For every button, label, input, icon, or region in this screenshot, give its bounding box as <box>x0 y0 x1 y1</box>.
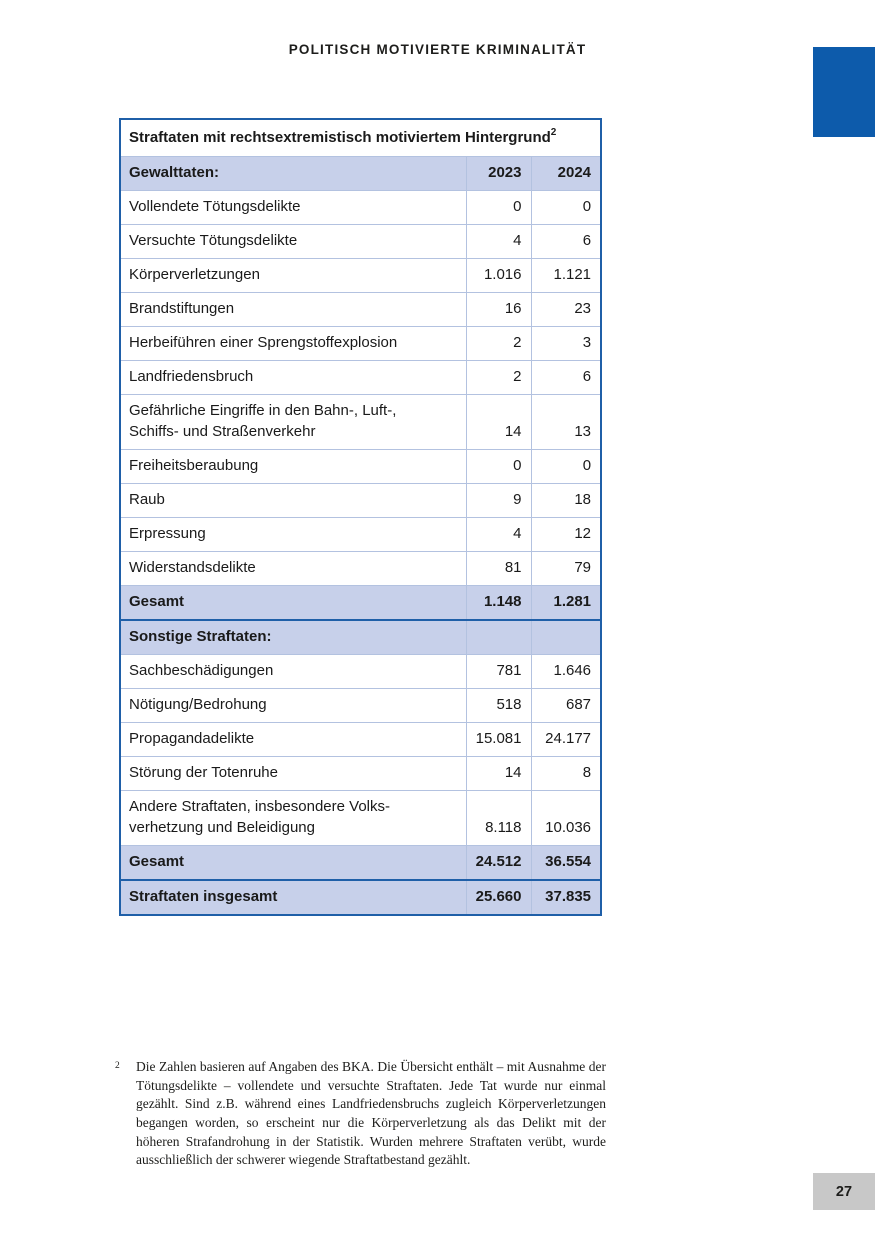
row-label: Landfriedensbruch <box>119 360 467 395</box>
value-2024: 23 <box>530 292 602 327</box>
table-row: Vollendete Tötungsdelikte 0 0 <box>119 190 602 225</box>
row-label: Nötigung/Bedrohung <box>119 688 467 723</box>
value-2023: 8.118 <box>465 790 532 846</box>
value-2024: 12 <box>530 517 602 552</box>
table-row: Gesamt 1.148 1.281 <box>119 585 602 621</box>
value-2023: 4 <box>465 224 532 259</box>
table-row: Widerstandsdelikte 81 79 <box>119 551 602 586</box>
table-row: Andere Straftaten, insbesondere Volks- v… <box>119 790 602 846</box>
column-header-category: Gewalttaten: <box>119 156 467 191</box>
row-label: Gesamt <box>119 585 467 621</box>
row-label: Raub <box>119 483 467 518</box>
table-row: Brandstiftungen 16 23 <box>119 292 602 327</box>
row-label: Propagandadelikte <box>119 722 467 757</box>
page-header: POLITISCH MOTIVIERTE KRIMINALITÄT <box>288 42 587 57</box>
footnote: 2 Die Zahlen basieren auf Angaben des BK… <box>115 1058 606 1170</box>
table-row: Körperverletzungen 1.016 1.121 <box>119 258 602 293</box>
row-label: Sachbeschädigungen <box>119 654 467 689</box>
row-label: Sonstige Straftaten: <box>119 619 467 655</box>
value-2023: 15.081 <box>465 722 532 757</box>
value-2024: 1.121 <box>530 258 602 293</box>
footnote-marker: 2 <box>115 1061 120 1071</box>
row-label: Gefährliche Eingriffe in den Bahn-, Luft… <box>119 394 467 450</box>
row-label: Straftaten insgesamt <box>119 879 467 916</box>
row-label: Störung der Totenruhe <box>119 756 467 791</box>
value-2024: 1.281 <box>530 585 602 621</box>
table-row: Gesamt 24.512 36.554 <box>119 845 602 881</box>
value-2023: 81 <box>465 551 532 586</box>
value-2024: 6 <box>530 360 602 395</box>
value-2024: 8 <box>530 756 602 791</box>
value-2023: 24.512 <box>465 845 532 881</box>
corner-accent-bar <box>813 47 875 137</box>
row-label: Gesamt <box>119 845 467 881</box>
value-2023: 1.016 <box>465 258 532 293</box>
value-2023: 16 <box>465 292 532 327</box>
table-title-text: Straftaten mit rechtsextremistisch motiv… <box>129 129 551 146</box>
table-row: Propagandadelikte 15.081 24.177 <box>119 722 602 757</box>
table-row: Nötigung/Bedrohung 518 687 <box>119 688 602 723</box>
row-label: Andere Straftaten, insbesondere Volks- v… <box>119 790 467 846</box>
page-number-box: 27 <box>813 1173 875 1210</box>
row-label: Versuchte Tötungsdelikte <box>119 224 467 259</box>
value-2023: 0 <box>465 449 532 484</box>
row-label: Vollendete Tötungsdelikte <box>119 190 467 225</box>
table-row: Versuchte Tötungsdelikte 4 6 <box>119 224 602 259</box>
value-2023: 14 <box>465 394 532 450</box>
value-2024: 1.646 <box>530 654 602 689</box>
value-2023 <box>465 619 532 655</box>
value-2024 <box>530 619 602 655</box>
footnote-text: Die Zahlen basieren auf Angaben des BKA.… <box>136 1059 606 1168</box>
table-row: Störung der Totenruhe 14 8 <box>119 756 602 791</box>
row-label: Brandstiftungen <box>119 292 467 327</box>
table-body: Vollendete Tötungsdelikte 0 0 Versuchte Töt… <box>119 190 602 916</box>
value-2023: 2 <box>465 326 532 361</box>
value-2024: 24.177 <box>530 722 602 757</box>
value-2023: 4 <box>465 517 532 552</box>
table-title: Straftaten mit rechtsextremistisch motiv… <box>119 118 602 157</box>
table-row: Straftaten insgesamt 25.660 37.835 <box>119 879 602 916</box>
value-2023: 781 <box>465 654 532 689</box>
column-header-2023: 2023 <box>465 156 532 191</box>
value-2023: 2 <box>465 360 532 395</box>
value-2024: 6 <box>530 224 602 259</box>
table-title-row: Straftaten mit rechtsextremistisch motiv… <box>119 118 602 157</box>
row-label: Freiheitsberaubung <box>119 449 467 484</box>
table-row: Sachbeschädigungen 781 1.646 <box>119 654 602 689</box>
value-2024: 10.036 <box>530 790 602 846</box>
value-2024: 0 <box>530 190 602 225</box>
table-row: Gefährliche Eingriffe in den Bahn-, Luft… <box>119 394 602 450</box>
table-column-header-row: Gewalttaten: 2023 2024 <box>119 156 602 191</box>
table-row: Erpressung 4 12 <box>119 517 602 552</box>
value-2023: 9 <box>465 483 532 518</box>
footnote-marker-superscript: 2 <box>550 127 557 138</box>
page-number: 27 <box>835 1183 853 1200</box>
value-2024: 18 <box>530 483 602 518</box>
value-2024: 37.835 <box>530 879 602 916</box>
value-2024: 3 <box>530 326 602 361</box>
crime-statistics-table: Straftaten mit rechtsextremistisch motiv… <box>119 118 603 916</box>
row-label: Erpressung <box>119 517 467 552</box>
value-2024: 36.554 <box>530 845 602 881</box>
value-2023: 0 <box>465 190 532 225</box>
row-label: Körperverletzungen <box>119 258 467 293</box>
value-2023: 14 <box>465 756 532 791</box>
value-2023: 518 <box>465 688 532 723</box>
value-2024: 13 <box>530 394 602 450</box>
value-2024: 0 <box>530 449 602 484</box>
table-row: Sonstige Straftaten: <box>119 619 602 655</box>
table-row: Landfriedensbruch 2 6 <box>119 360 602 395</box>
row-label: Widerstandsdelikte <box>119 551 467 586</box>
value-2023: 1.148 <box>465 585 532 621</box>
column-header-2024: 2024 <box>530 156 602 191</box>
value-2024: 79 <box>530 551 602 586</box>
table-row: Raub 9 18 <box>119 483 602 518</box>
table-row: Freiheitsberaubung 0 0 <box>119 449 602 484</box>
value-2023: 25.660 <box>465 879 532 916</box>
value-2024: 687 <box>530 688 602 723</box>
row-label: Herbeiführen einer Sprengstoffexplosion <box>119 326 467 361</box>
table-row: Herbeiführen einer Sprengstoffexplosion 2… <box>119 326 602 361</box>
